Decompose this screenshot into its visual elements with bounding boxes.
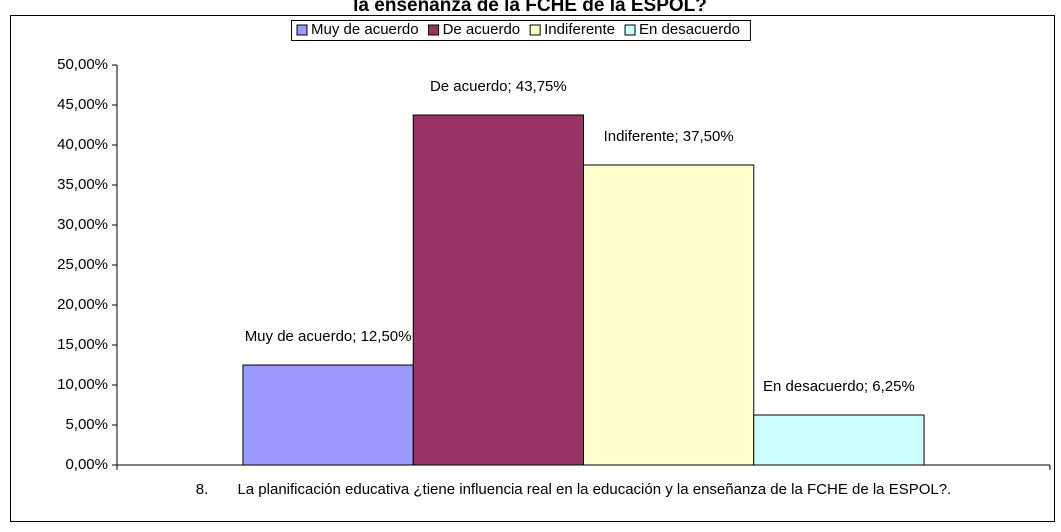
y-tick-label: 40,00% <box>57 136 108 153</box>
y-tick-label: 20,00% <box>57 296 108 313</box>
y-tick-label: 0,00% <box>65 456 108 473</box>
legend-box <box>291 20 751 41</box>
y-tick-label: 50,00% <box>57 56 108 73</box>
legend-swatch <box>624 24 636 36</box>
bar <box>753 414 925 466</box>
y-tick-label: 45,00% <box>57 96 108 113</box>
chart-border <box>10 15 1055 522</box>
data-label: En desacuerdo; 6,25% <box>763 378 915 395</box>
bar <box>412 114 585 466</box>
bar <box>583 164 755 466</box>
legend-label: En desacuerdo <box>639 21 740 38</box>
y-tick-label: 10,00% <box>57 376 108 393</box>
bar <box>242 364 414 466</box>
data-label: De acuerdo; 43,75% <box>430 78 567 95</box>
y-tick-label: 25,00% <box>57 256 108 273</box>
x-tick-label: 8. La planificación educativa ¿tiene inf… <box>196 481 951 498</box>
y-tick-label: 15,00% <box>57 336 108 353</box>
data-label: Muy de acuerdo; 12,50% <box>245 328 412 345</box>
y-tick-label: 35,00% <box>57 176 108 193</box>
legend-swatch <box>529 24 541 36</box>
chart-title: la enseñanza de la FCHE de la ESPOL? <box>353 0 707 16</box>
legend-swatch <box>428 24 440 36</box>
legend-label: De acuerdo <box>443 21 521 38</box>
data-label: Indiferente; 37,50% <box>604 128 734 145</box>
legend-swatch <box>296 24 308 36</box>
legend-label: Indiferente <box>544 21 615 38</box>
y-tick-label: 5,00% <box>65 416 108 433</box>
y-tick-label: 30,00% <box>57 216 108 233</box>
legend-label: Muy de acuerdo <box>311 21 419 38</box>
